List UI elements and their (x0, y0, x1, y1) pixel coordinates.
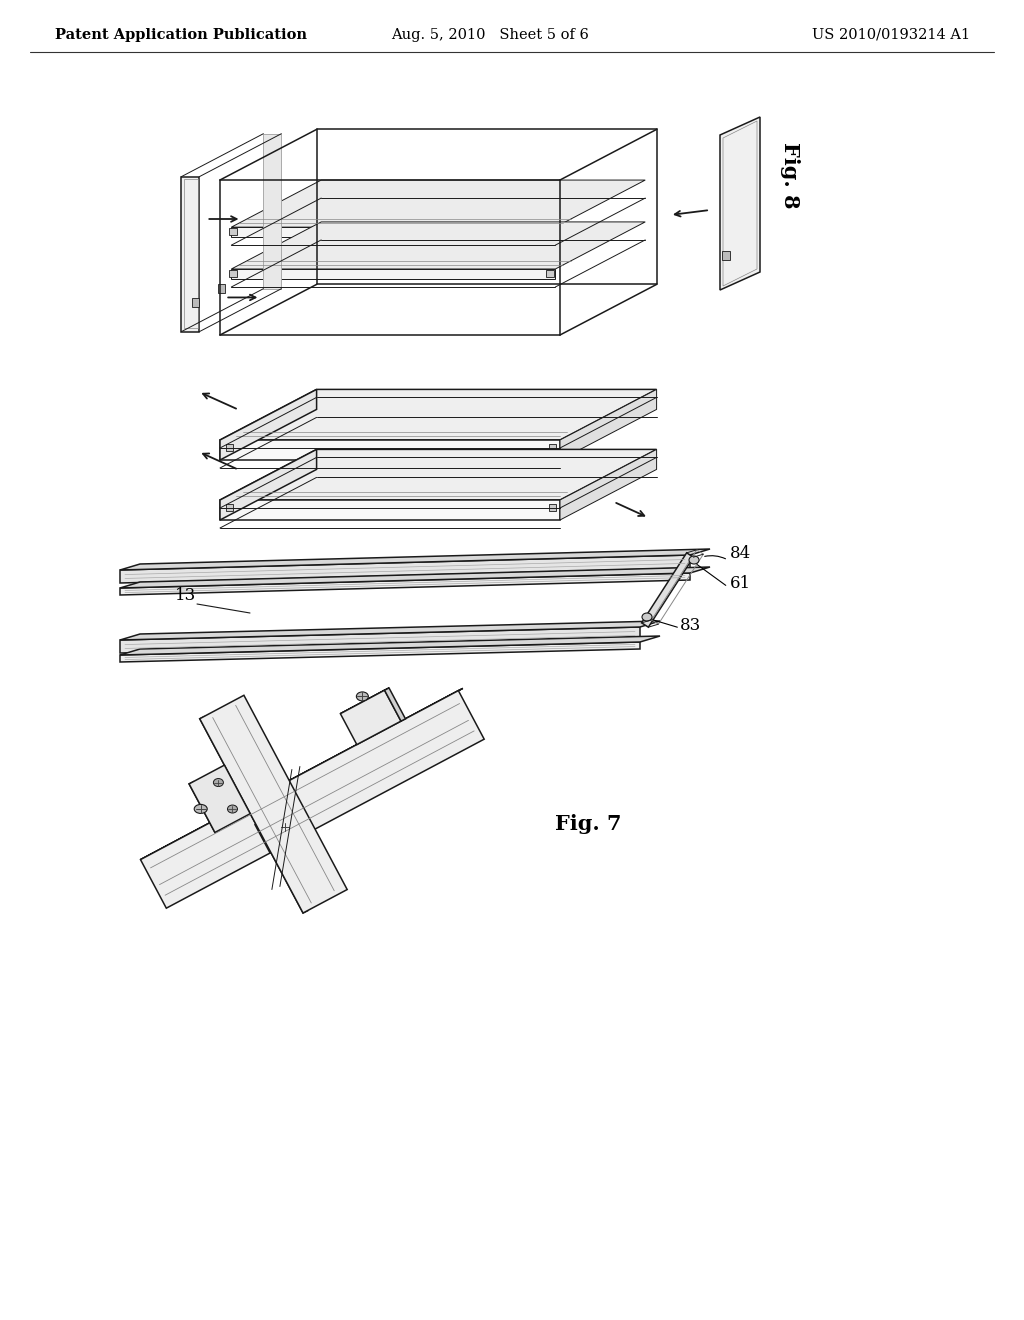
Polygon shape (220, 449, 656, 500)
Text: Aug. 5, 2010   Sheet 5 of 6: Aug. 5, 2010 Sheet 5 of 6 (391, 28, 589, 42)
Text: 13: 13 (175, 587, 197, 605)
Polygon shape (231, 180, 645, 227)
Bar (229, 271, 237, 277)
Polygon shape (120, 568, 710, 587)
Polygon shape (231, 222, 645, 269)
Polygon shape (340, 690, 401, 744)
Polygon shape (189, 766, 250, 833)
Polygon shape (120, 642, 640, 663)
Polygon shape (720, 117, 760, 290)
Polygon shape (220, 389, 656, 440)
Bar (191, 298, 199, 306)
Ellipse shape (195, 804, 207, 813)
Text: 83: 83 (680, 616, 701, 634)
Polygon shape (120, 549, 710, 570)
Polygon shape (220, 389, 316, 459)
Polygon shape (231, 227, 555, 238)
Polygon shape (189, 781, 219, 833)
Polygon shape (120, 573, 690, 595)
Polygon shape (140, 690, 484, 908)
Polygon shape (560, 449, 656, 520)
Text: Patent Application Publication: Patent Application Publication (55, 28, 307, 42)
Polygon shape (220, 440, 560, 459)
Text: 84: 84 (730, 545, 752, 562)
Polygon shape (120, 620, 660, 640)
Bar (218, 284, 225, 293)
Bar (549, 445, 556, 451)
Bar (722, 251, 730, 260)
Text: Fig. 7: Fig. 7 (555, 814, 622, 834)
Text: Fig. 8: Fig. 8 (780, 141, 800, 209)
Polygon shape (220, 449, 316, 520)
Polygon shape (120, 554, 690, 583)
Bar (229, 228, 237, 235)
Bar (226, 504, 233, 511)
Text: 61: 61 (730, 576, 752, 591)
Polygon shape (220, 500, 560, 520)
Ellipse shape (689, 556, 699, 564)
Polygon shape (120, 627, 640, 653)
Bar (226, 445, 233, 451)
Polygon shape (231, 269, 555, 279)
Polygon shape (642, 553, 693, 627)
Ellipse shape (356, 692, 369, 701)
Polygon shape (140, 688, 463, 859)
Polygon shape (181, 177, 200, 331)
Polygon shape (263, 133, 282, 289)
Polygon shape (560, 389, 656, 459)
Polygon shape (340, 688, 389, 714)
Polygon shape (255, 804, 310, 853)
Polygon shape (120, 636, 660, 655)
Polygon shape (385, 688, 406, 721)
Text: US 2010/0193214 A1: US 2010/0193214 A1 (812, 28, 970, 42)
Ellipse shape (227, 805, 238, 813)
Bar (546, 228, 554, 235)
Polygon shape (255, 801, 299, 825)
Bar (549, 504, 556, 511)
Polygon shape (200, 696, 347, 913)
Ellipse shape (280, 824, 290, 832)
Ellipse shape (213, 779, 223, 787)
Polygon shape (295, 801, 314, 832)
Polygon shape (200, 717, 307, 913)
Bar (546, 271, 554, 277)
Ellipse shape (642, 612, 652, 620)
